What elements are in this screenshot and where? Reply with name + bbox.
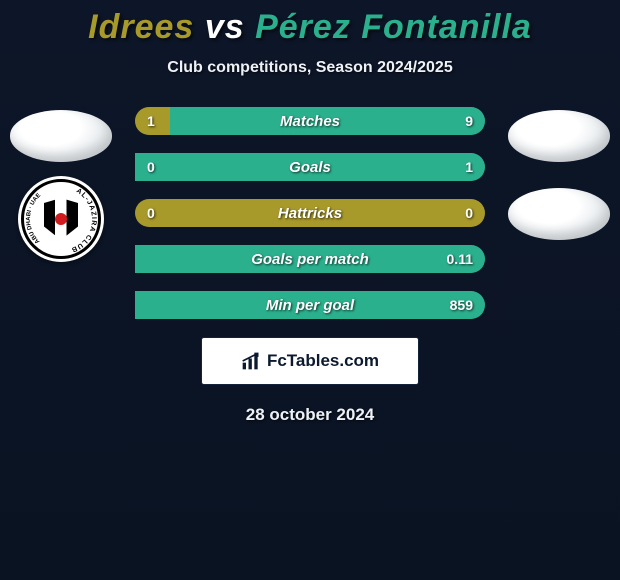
stat-bar: 0 Goals 1 — [135, 153, 485, 181]
right-player-column — [508, 110, 610, 240]
stat-label: Hattricks — [278, 205, 342, 222]
stat-right-value: 859 — [450, 297, 473, 313]
player-b-avatar — [508, 110, 610, 162]
brand-badge: FcTables.com — [201, 337, 419, 385]
comparison-title: Idrees vs Pérez Fontanilla — [0, 0, 620, 47]
bar-chart-icon — [241, 351, 261, 371]
brand-text: FcTables.com — [267, 351, 379, 371]
player-b-name: Pérez Fontanilla — [255, 8, 532, 46]
subtitle-text: Club competitions, Season 2024/2025 — [0, 59, 620, 77]
stats-bars: 1 Matches 9 0 Goals 1 0 Hattricks 0 Goals per mat… — [135, 107, 485, 319]
date-text: 28 october 2024 — [0, 405, 620, 425]
stat-bar: Min per goal 859 — [135, 291, 485, 319]
stat-label: Matches — [280, 113, 340, 130]
stat-right-value: 0 — [465, 205, 473, 221]
left-player-column: AL-JAZIRA CLUB ABU DHABI · UAE — [10, 110, 112, 262]
stat-left-value: 0 — [147, 159, 155, 175]
player-b-club-crest — [508, 188, 610, 240]
stat-label: Goals — [289, 159, 331, 176]
stat-right-value: 0.11 — [447, 251, 473, 267]
stat-bar: Goals per match 0.11 — [135, 245, 485, 273]
stat-label: Goals per match — [251, 251, 369, 268]
player-a-club-crest: AL-JAZIRA CLUB ABU DHABI · UAE — [18, 176, 104, 262]
stat-bar: 1 Matches 9 — [135, 107, 485, 135]
stat-right-value: 1 — [465, 159, 473, 175]
vs-word: vs — [205, 8, 245, 46]
stat-left-value: 1 — [147, 113, 155, 129]
stat-bar: 0 Hattricks 0 — [135, 199, 485, 227]
stat-right-value: 9 — [465, 113, 473, 129]
stat-left-value: 0 — [147, 205, 155, 221]
player-a-avatar — [10, 110, 112, 162]
stat-label: Min per goal — [266, 297, 354, 314]
player-a-name: Idrees — [88, 8, 194, 46]
svg-text:ABU DHABI · UAE: ABU DHABI · UAE — [26, 193, 42, 245]
